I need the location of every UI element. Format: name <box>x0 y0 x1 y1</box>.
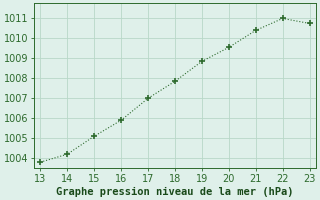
X-axis label: Graphe pression niveau de la mer (hPa): Graphe pression niveau de la mer (hPa) <box>56 186 294 197</box>
